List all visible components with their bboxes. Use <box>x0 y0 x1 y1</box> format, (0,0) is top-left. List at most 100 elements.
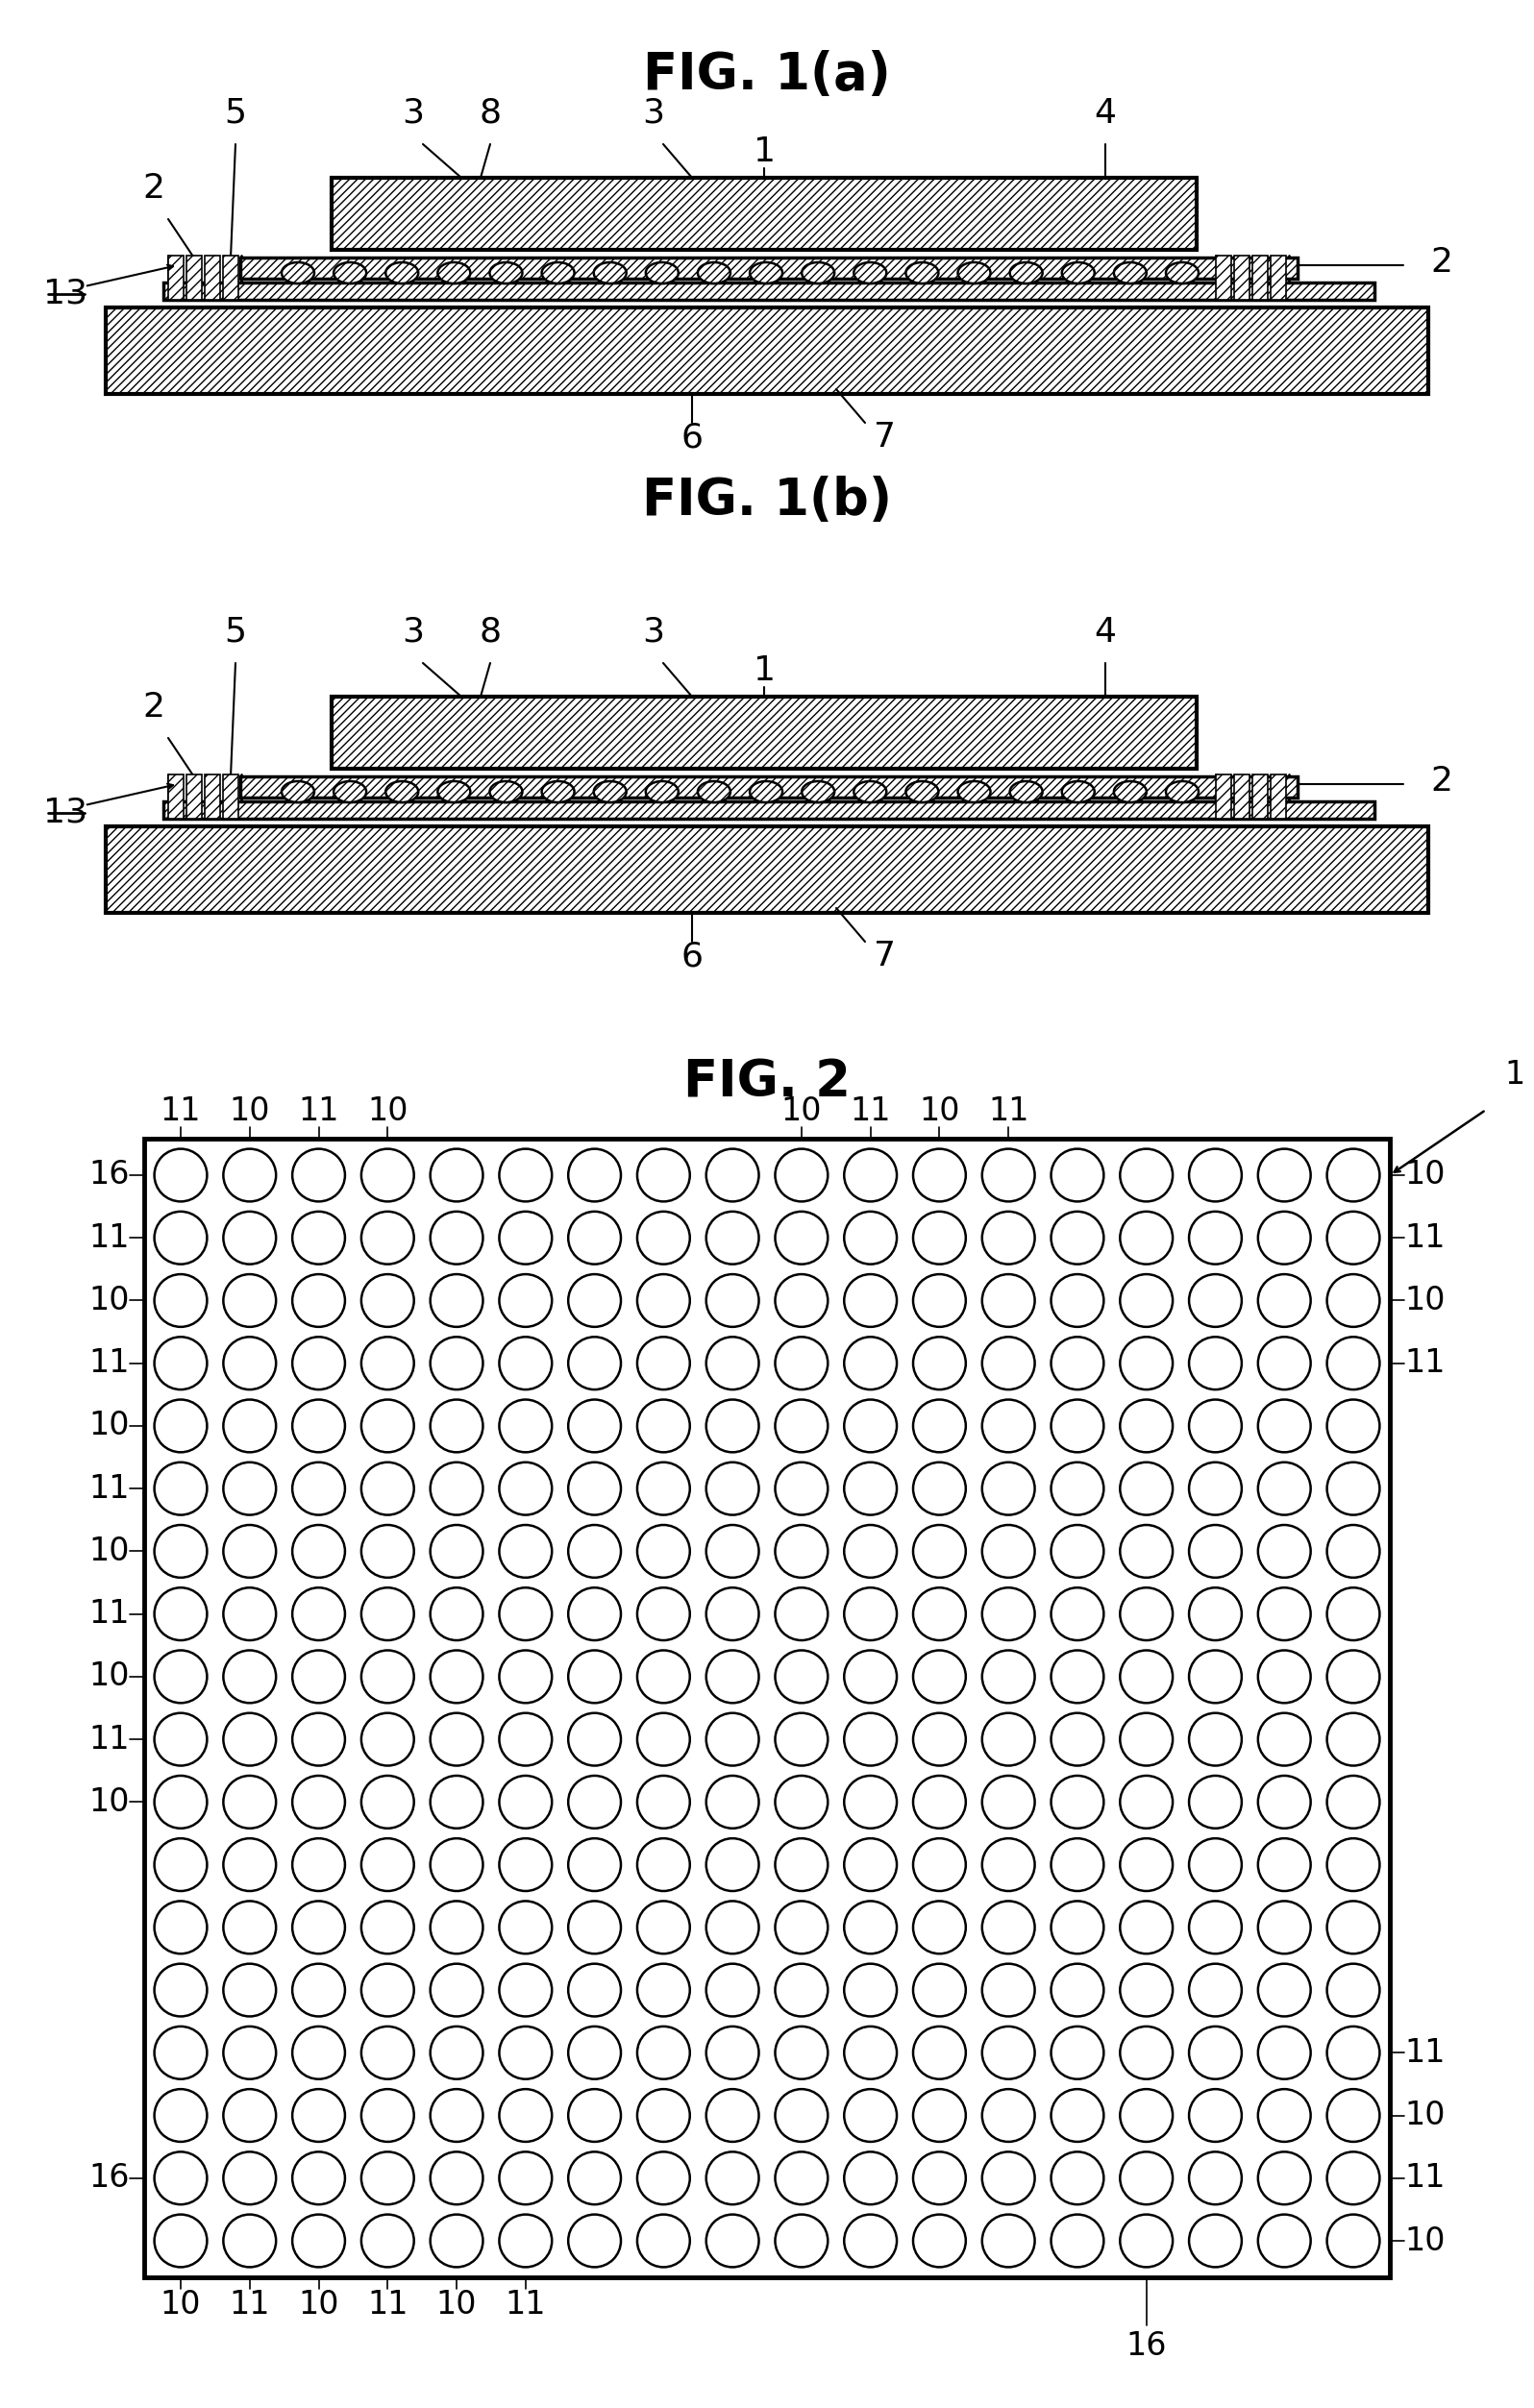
Circle shape <box>499 1649 552 1702</box>
Ellipse shape <box>802 780 834 802</box>
Bar <box>169 775 184 819</box>
Circle shape <box>637 1211 690 1264</box>
Circle shape <box>637 1775 690 1828</box>
Circle shape <box>499 1399 552 1452</box>
Circle shape <box>1327 1837 1379 1890</box>
Circle shape <box>982 1965 1035 2015</box>
Text: 2: 2 <box>143 691 164 722</box>
Circle shape <box>1120 2215 1172 2266</box>
Ellipse shape <box>489 780 523 802</box>
Circle shape <box>913 1649 966 1702</box>
Circle shape <box>913 1399 966 1452</box>
Circle shape <box>568 2215 621 2266</box>
Circle shape <box>706 2090 759 2141</box>
Circle shape <box>1327 1775 1379 1828</box>
Text: 1: 1 <box>1505 1060 1525 1091</box>
Circle shape <box>362 2028 414 2078</box>
Circle shape <box>499 1149 552 1202</box>
Circle shape <box>982 1837 1035 1890</box>
Circle shape <box>155 1336 207 1389</box>
Text: 1: 1 <box>753 655 775 686</box>
Circle shape <box>155 1837 207 1890</box>
Circle shape <box>913 2215 966 2266</box>
Circle shape <box>1120 1775 1172 1828</box>
Circle shape <box>293 1336 345 1389</box>
Circle shape <box>362 1965 414 2015</box>
Circle shape <box>499 1712 552 1765</box>
Circle shape <box>293 1149 345 1202</box>
Text: 8: 8 <box>479 616 502 648</box>
Circle shape <box>982 1649 1035 1702</box>
Circle shape <box>1051 2028 1104 2078</box>
Circle shape <box>362 1274 414 1327</box>
Text: 11: 11 <box>89 1221 130 1255</box>
Circle shape <box>430 2153 483 2203</box>
Circle shape <box>1120 2153 1172 2203</box>
Circle shape <box>637 1965 690 2015</box>
Ellipse shape <box>905 262 939 284</box>
Circle shape <box>1258 1211 1310 1264</box>
Ellipse shape <box>698 780 730 802</box>
Text: 7: 7 <box>873 421 896 453</box>
Circle shape <box>1189 1837 1241 1890</box>
Circle shape <box>844 2090 897 2141</box>
Ellipse shape <box>957 780 991 802</box>
Circle shape <box>430 1965 483 2015</box>
Circle shape <box>568 1712 621 1765</box>
Circle shape <box>224 2215 276 2266</box>
Circle shape <box>362 1900 414 1953</box>
Circle shape <box>775 2090 828 2141</box>
Ellipse shape <box>385 262 419 284</box>
Circle shape <box>155 1965 207 2015</box>
Ellipse shape <box>333 780 367 802</box>
Ellipse shape <box>333 262 367 284</box>
Circle shape <box>913 1587 966 1640</box>
Circle shape <box>499 1587 552 1640</box>
Circle shape <box>155 2028 207 2078</box>
Text: 10: 10 <box>781 1096 822 1127</box>
Circle shape <box>1258 1649 1310 1702</box>
Text: 10: 10 <box>1404 2225 1445 2256</box>
Circle shape <box>982 2215 1035 2266</box>
Circle shape <box>1189 1524 1241 1577</box>
Circle shape <box>499 1211 552 1264</box>
Circle shape <box>844 2028 897 2078</box>
Circle shape <box>982 1900 1035 1953</box>
Circle shape <box>155 2215 207 2266</box>
Text: 8: 8 <box>479 96 502 130</box>
Ellipse shape <box>646 780 678 802</box>
Text: 3: 3 <box>402 96 425 130</box>
Ellipse shape <box>854 780 887 802</box>
Circle shape <box>775 2153 828 2203</box>
Bar <box>241 775 1298 797</box>
Circle shape <box>499 1336 552 1389</box>
Circle shape <box>844 2153 897 2203</box>
Text: FIG. 1(a): FIG. 1(a) <box>643 51 891 101</box>
Circle shape <box>637 1149 690 1202</box>
Circle shape <box>155 1524 207 1577</box>
Text: FIG. 1(b): FIG. 1(b) <box>643 477 891 525</box>
Circle shape <box>637 1524 690 1577</box>
Text: 10: 10 <box>160 2290 201 2321</box>
Circle shape <box>982 1775 1035 1828</box>
Circle shape <box>1120 1649 1172 1702</box>
Text: 11: 11 <box>160 1096 201 1127</box>
Ellipse shape <box>1114 262 1146 284</box>
Circle shape <box>293 1462 345 1515</box>
Ellipse shape <box>542 780 574 802</box>
Circle shape <box>1189 1274 1241 1327</box>
Circle shape <box>568 1149 621 1202</box>
Circle shape <box>913 1524 966 1577</box>
Circle shape <box>1051 1524 1104 1577</box>
Circle shape <box>1120 1524 1172 1577</box>
Ellipse shape <box>1166 262 1198 284</box>
Circle shape <box>293 1900 345 1953</box>
Circle shape <box>1051 1149 1104 1202</box>
Circle shape <box>1327 1712 1379 1765</box>
Circle shape <box>293 1587 345 1640</box>
Text: 4: 4 <box>1094 616 1117 648</box>
Text: 7: 7 <box>873 939 896 973</box>
Circle shape <box>844 2215 897 2266</box>
Ellipse shape <box>489 262 523 284</box>
Bar <box>106 308 1428 395</box>
